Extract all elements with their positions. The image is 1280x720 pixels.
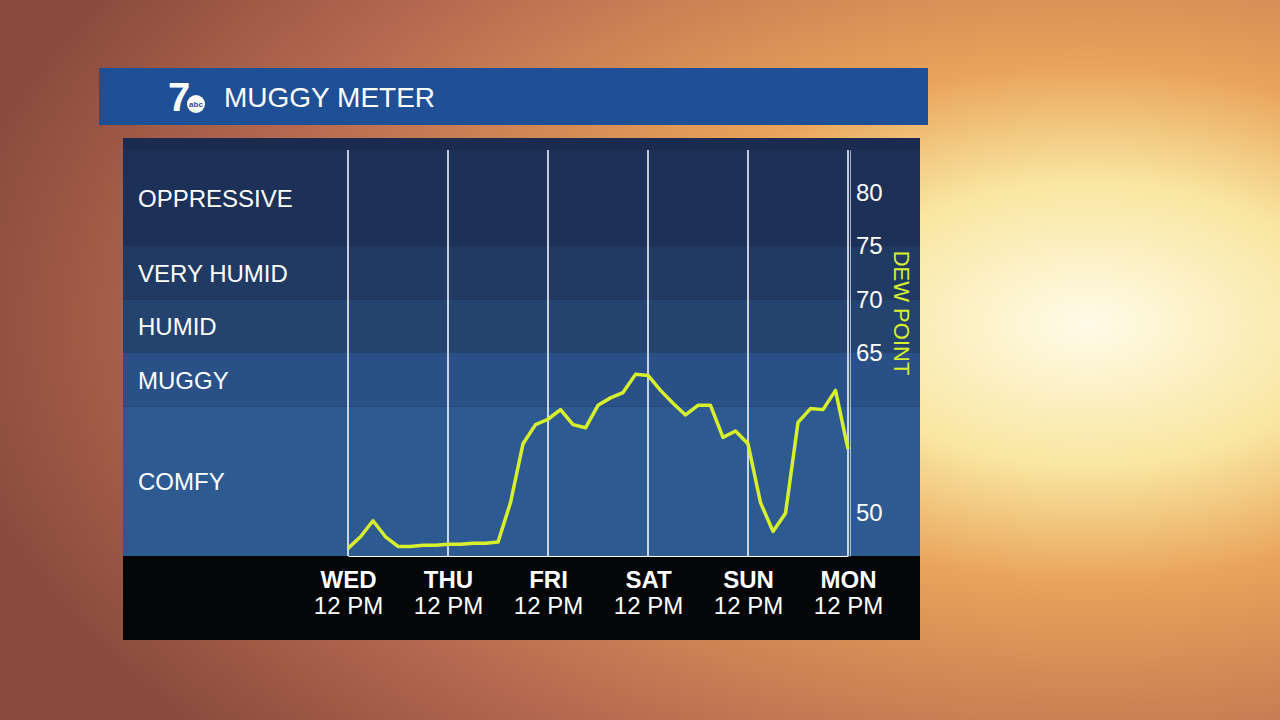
band [123, 150, 920, 246]
grid-line [347, 150, 349, 556]
x-tick-label-line: SUN [723, 566, 774, 593]
grid-line [747, 150, 749, 556]
x-tick-label: WED12 PM [314, 566, 383, 619]
y-tick-label: 50 [856, 499, 883, 526]
x-tick-label-line: 12 PM [614, 592, 683, 619]
x-tick-label: MON12 PM [814, 566, 883, 619]
chart: 7abc MUGGY METER COMFY MUGGY HUMID VERY HUMID… [0, 0, 1280, 720]
dew-point-line [348, 374, 848, 548]
series [348, 374, 848, 548]
x-tick: SAT12 PM [614, 556, 683, 619]
grid-line [647, 150, 649, 556]
x-tick-label: SUN12 PM [714, 566, 783, 619]
logo-badge [187, 95, 205, 113]
logo: 7 [168, 75, 190, 119]
x-tick: FRI12 PM [514, 556, 583, 619]
grid-line [547, 150, 549, 556]
x-tick: SUN12 PM [714, 556, 783, 619]
band-label: HUMID [138, 313, 217, 340]
y-tick-label: 75 [856, 232, 883, 259]
x-tick-label-line: MON [821, 566, 877, 593]
band [123, 300, 920, 353]
title: MUGGY METER [224, 82, 435, 113]
x-tick-label-line: 12 PM [414, 592, 483, 619]
y-tick-label: 65 [856, 339, 883, 366]
y-tick: 50 [850, 499, 883, 526]
y-tick: 65 [850, 339, 883, 366]
y-tick: 70 [850, 286, 883, 313]
x-tick-label-line: 12 PM [314, 592, 383, 619]
background [0, 0, 1280, 720]
band-label: COMFY [138, 468, 225, 495]
x-tick-label-line: WED [321, 566, 377, 593]
x-tick-label: SAT12 PM [614, 566, 683, 619]
grid-line [847, 150, 849, 556]
y-axis-line [850, 151, 851, 557]
y-axis: 50 65 70 75 80 [850, 151, 883, 557]
y-tick-label: 70 [856, 286, 883, 313]
x-tick-label: FRI12 PM [514, 566, 583, 619]
x-tick-label-line: SAT [625, 566, 672, 593]
x-axis: WED12 PMTHU12 PMFRI12 PMSAT12 PMSUN12 PM… [314, 556, 883, 619]
x-tick-label-line: 12 PM [514, 592, 583, 619]
x-tick-label-line: 12 PM [714, 592, 783, 619]
grid-line [447, 150, 449, 556]
x-tick: WED12 PM [314, 556, 383, 619]
x-tick-label-line: FRI [529, 566, 568, 593]
panel [123, 138, 920, 640]
x-axis-line [349, 556, 849, 557]
band [123, 406, 920, 556]
axis-strip [123, 556, 920, 640]
band-label: MUGGY [138, 367, 229, 394]
y-tick: 75 [850, 232, 883, 259]
x-tick: THU12 PM [414, 556, 483, 619]
x-tick-label: THU12 PM [414, 566, 483, 619]
logo-sub: abc [189, 100, 203, 109]
y-tick: 80 [850, 179, 883, 206]
band [123, 246, 920, 299]
band-label: OPPRESSIVE [138, 185, 293, 212]
x-tick-label-line: 12 PM [814, 592, 883, 619]
x-tick-label-line: THU [424, 566, 473, 593]
band [123, 353, 920, 406]
bands: COMFY MUGGY HUMID VERY HUMID OPPRESSIVE [123, 150, 920, 556]
y-axis-title: DEW POINT [889, 251, 914, 376]
grid [348, 150, 848, 556]
title-bar [99, 68, 928, 125]
band-label: VERY HUMID [138, 260, 288, 287]
x-tick: MON12 PM [814, 556, 883, 619]
y-tick-label: 80 [856, 179, 883, 206]
